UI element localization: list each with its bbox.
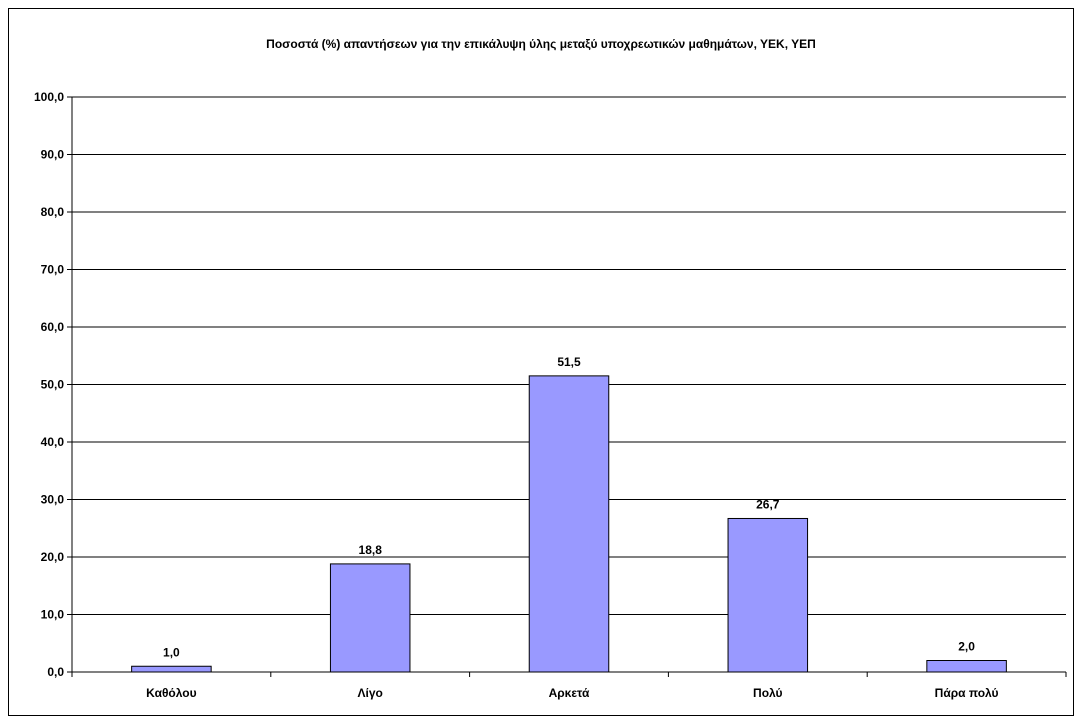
y-tick-label: 100,0 xyxy=(34,90,64,104)
data-label: 51,5 xyxy=(557,355,581,369)
y-tick-label: 90,0 xyxy=(41,148,65,162)
x-tick-label: Πάρα πολύ xyxy=(935,686,999,700)
y-tick-label: 40,0 xyxy=(41,435,65,449)
x-tick-label: Λίγο xyxy=(358,686,383,700)
y-tick-label: 10,0 xyxy=(41,608,65,622)
y-tick-label: 30,0 xyxy=(41,493,65,507)
bar xyxy=(926,660,1007,673)
x-tick-label: Πολύ xyxy=(753,686,782,700)
bar xyxy=(727,517,809,673)
y-tick-label: 70,0 xyxy=(41,263,65,277)
y-tick-label: 20,0 xyxy=(41,550,65,564)
y-tick-label: 0,0 xyxy=(47,665,64,679)
data-label: 26,7 xyxy=(756,497,780,511)
y-tick-label: 80,0 xyxy=(41,205,65,219)
bar xyxy=(131,665,212,673)
bar xyxy=(528,375,610,673)
data-label: 18,8 xyxy=(359,543,383,557)
bar xyxy=(329,563,411,673)
data-label: 1,0 xyxy=(163,645,180,659)
x-tick-label: Καθόλου xyxy=(146,686,196,700)
y-tick-label: 50,0 xyxy=(41,378,65,392)
x-tick-label: Αρκετά xyxy=(549,686,590,700)
y-tick-label: 60,0 xyxy=(41,320,65,334)
data-label: 2,0 xyxy=(958,640,975,654)
chart-title: Ποσοστά (%) απαντήσεων για την επικάλυψη… xyxy=(266,37,816,51)
